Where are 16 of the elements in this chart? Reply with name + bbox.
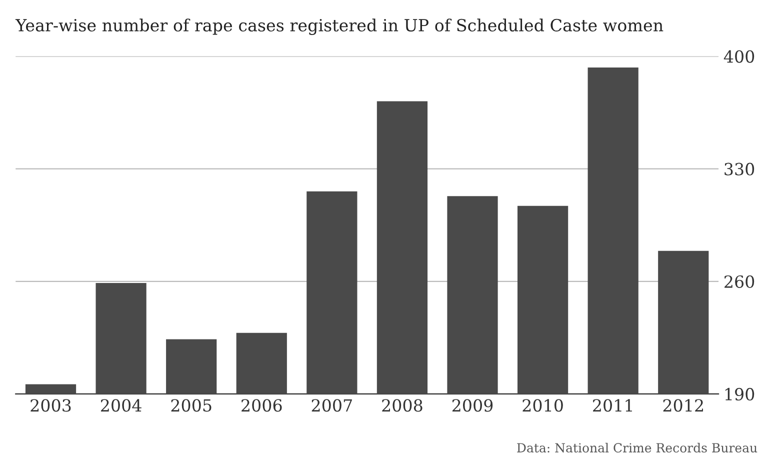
y-tick-label: 400 [724, 50, 754, 63]
x-tick-label: 2004 [100, 399, 142, 412]
x-tick-label: 2009 [452, 399, 493, 412]
text: Data: National Crime Records Bureau [517, 442, 758, 453]
x-tick-label: 2007 [312, 399, 352, 412]
x-tick-label: 2005 [171, 399, 212, 412]
y-tick-label: 190 [725, 388, 754, 401]
x-tick-label: 2012 [663, 399, 703, 412]
y-tick-label: 260 [724, 275, 754, 288]
chart-title: Year-wise number of rape cases registered in UP of Scheduled Caste women [15, 18, 664, 35]
x-tick-label: 2010 [522, 399, 563, 412]
x-tick-label: 2006 [242, 399, 282, 412]
x-tick-label: 2008 [382, 399, 422, 412]
y-tick-label: 330 [724, 162, 754, 176]
x-tick-label: 2011 [593, 399, 632, 412]
x-tick-label: 2003 [30, 399, 71, 412]
